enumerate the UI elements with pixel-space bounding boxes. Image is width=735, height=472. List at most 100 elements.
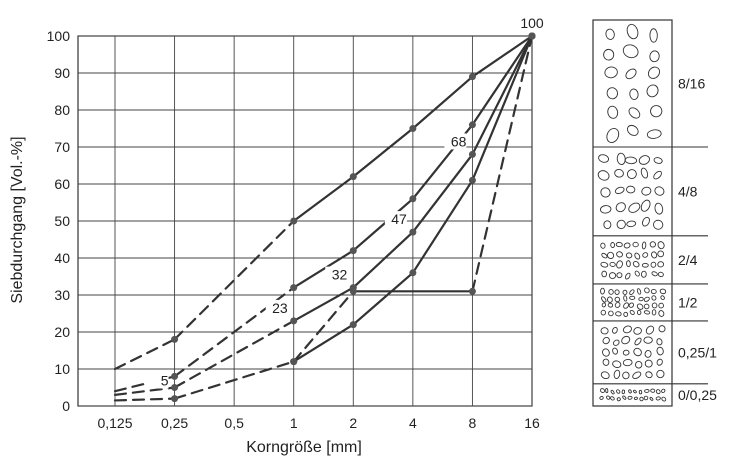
- fraction-label: 8/16: [678, 76, 705, 92]
- particle: [616, 219, 626, 230]
- fraction-label: 0,25/1: [678, 344, 717, 360]
- particle: [608, 272, 617, 279]
- y-tick-label: 10: [54, 361, 70, 377]
- particle: [610, 396, 615, 401]
- particle: [621, 335, 631, 345]
- fraction-box: [592, 19, 673, 407]
- series-segment: [471, 34, 534, 293]
- y-axis-label: Siebdurchgang [Vol.-%]: [9, 136, 26, 303]
- particle: [649, 28, 658, 43]
- particle: [608, 310, 614, 317]
- particle: [600, 242, 606, 249]
- particle: [622, 395, 627, 400]
- particle: [600, 371, 610, 380]
- series-group: [113, 32, 536, 403]
- particle: [646, 129, 662, 139]
- particle: [634, 337, 642, 346]
- x-tick-label: 4: [409, 415, 417, 431]
- particle: [657, 261, 665, 268]
- series-segment: [352, 271, 414, 326]
- data-point: [290, 284, 298, 292]
- particle: [622, 358, 633, 367]
- particle: [626, 23, 639, 40]
- grid: [77, 35, 533, 407]
- series-segment: [173, 219, 295, 341]
- particle: [624, 156, 638, 165]
- series-segment: [113, 338, 176, 371]
- particle: [658, 310, 665, 317]
- particle: [632, 260, 640, 268]
- data-point: [409, 269, 417, 277]
- particle: [612, 347, 618, 355]
- particle: [614, 301, 621, 308]
- data-point: [290, 217, 298, 225]
- particle: [653, 170, 662, 180]
- particle: [641, 263, 649, 268]
- particle: [638, 389, 643, 395]
- particle: [616, 389, 621, 394]
- series-segment: [471, 34, 534, 182]
- particle: [643, 296, 650, 302]
- particle: [623, 242, 631, 249]
- particle: [610, 389, 615, 395]
- x-tick-label: 16: [524, 415, 540, 431]
- particle: [626, 260, 631, 268]
- series-segment: [173, 319, 295, 389]
- particle: [623, 311, 629, 317]
- particle: [606, 395, 611, 400]
- data-label: 5: [161, 373, 169, 389]
- particle: [644, 287, 650, 294]
- particle: [633, 396, 638, 400]
- particle: [626, 185, 636, 194]
- particle: [639, 396, 644, 402]
- particle: [605, 28, 615, 40]
- series-segment: [292, 290, 355, 363]
- particle: [644, 350, 652, 358]
- particle: [622, 289, 628, 295]
- particle: [625, 68, 637, 80]
- x-tick-label: 0,5: [224, 415, 244, 431]
- particle: [607, 302, 614, 308]
- particle: [654, 186, 665, 196]
- particle: [603, 220, 612, 230]
- particle: [605, 387, 609, 394]
- particle: [656, 338, 663, 346]
- particle: [628, 202, 641, 213]
- particle: [607, 251, 615, 260]
- x-tick-label: 1: [290, 415, 298, 431]
- data-point: [349, 173, 357, 181]
- data-point: [409, 228, 417, 236]
- fraction-label: 0/0,25: [678, 387, 717, 403]
- particle: [615, 241, 623, 248]
- particle: [658, 325, 666, 333]
- data-label-bg: [146, 372, 169, 389]
- y-tick-label: 50: [54, 213, 70, 229]
- particle: [633, 347, 642, 357]
- particle: [649, 50, 660, 63]
- data-point: [409, 125, 417, 132]
- series-segment: [113, 386, 176, 396]
- particle: [661, 396, 667, 402]
- particle: [622, 371, 630, 380]
- series-segment: [113, 397, 176, 402]
- particle: [638, 296, 644, 302]
- particle: [615, 202, 626, 213]
- particle: [604, 66, 618, 79]
- particle: [644, 389, 650, 393]
- particle: [599, 205, 612, 214]
- particle: [650, 105, 663, 118]
- particle: [640, 199, 651, 212]
- particle: [613, 369, 621, 379]
- particle: [645, 325, 655, 335]
- particle: [610, 242, 616, 248]
- particle: [647, 66, 661, 79]
- particle: [601, 252, 608, 259]
- particle: [608, 289, 614, 295]
- fraction-column: 8/16 4/8 2/4 1/2 0,25/1 0/0,25: [592, 19, 717, 407]
- particle: [628, 389, 632, 394]
- particle: [600, 187, 611, 198]
- x-axis-label: Korngröße [mm]: [246, 439, 362, 456]
- data-point: [528, 32, 536, 40]
- data-label-bg: [444, 133, 467, 150]
- particle: [638, 155, 650, 165]
